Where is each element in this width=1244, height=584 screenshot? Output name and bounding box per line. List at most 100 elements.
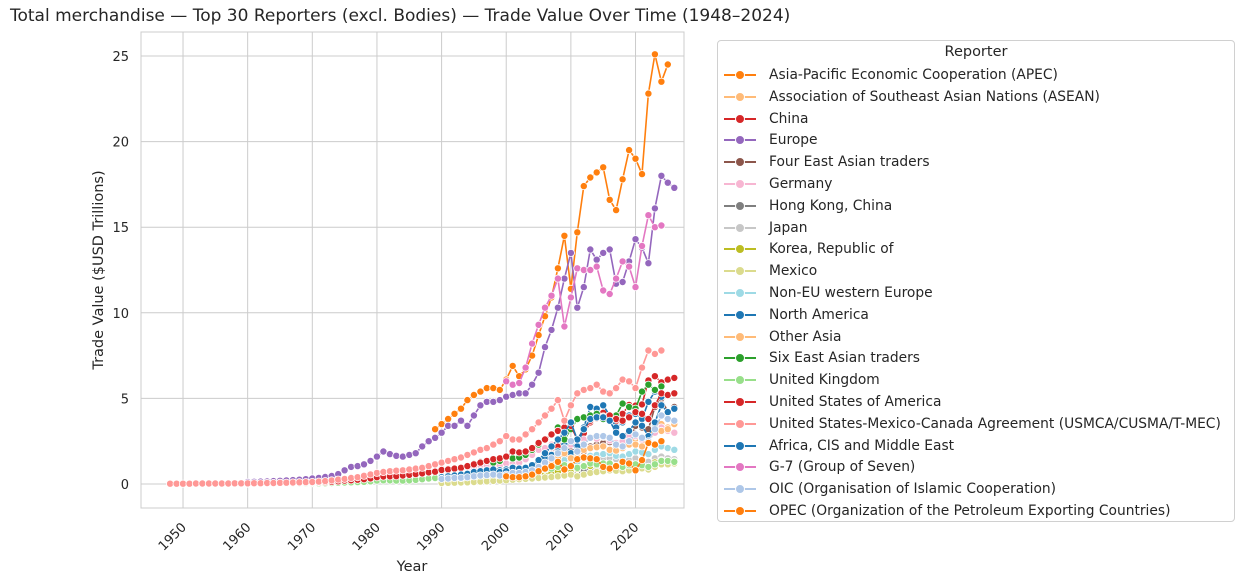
data-point xyxy=(489,440,498,449)
data-point xyxy=(625,377,634,386)
data-point xyxy=(644,211,653,220)
data-point xyxy=(560,416,569,425)
data-point xyxy=(657,411,666,420)
data-point xyxy=(489,397,498,406)
data-point xyxy=(586,245,595,254)
data-point xyxy=(631,283,640,292)
data-point xyxy=(605,245,614,254)
data-point xyxy=(541,473,550,482)
x-tick-label: 2010 xyxy=(544,520,578,554)
data-point xyxy=(560,428,569,437)
data-point xyxy=(372,452,381,461)
data-point xyxy=(605,389,614,398)
legend-item: North America xyxy=(718,305,869,325)
data-point xyxy=(625,262,634,271)
legend-item: Mexico xyxy=(718,261,817,281)
data-point xyxy=(638,387,647,396)
series-17 xyxy=(166,346,666,488)
data-point xyxy=(638,363,647,372)
data-point xyxy=(528,425,537,434)
data-point xyxy=(650,385,659,394)
data-point xyxy=(599,401,608,410)
data-point xyxy=(541,303,550,312)
data-point xyxy=(469,390,478,399)
legend-item: Six East Asian traders xyxy=(718,348,920,368)
data-point xyxy=(650,460,659,469)
data-point xyxy=(489,384,498,393)
data-point xyxy=(566,248,575,257)
legend-label: United States of America xyxy=(769,394,942,410)
data-point xyxy=(508,380,517,389)
data-point xyxy=(638,241,647,250)
data-point xyxy=(463,396,472,405)
data-point xyxy=(579,470,588,479)
data-point xyxy=(625,459,634,468)
data-point xyxy=(547,404,556,413)
data-point xyxy=(650,425,659,434)
legend-swatch xyxy=(724,222,756,234)
data-point xyxy=(663,375,672,384)
data-point xyxy=(670,373,679,382)
data-point xyxy=(437,474,446,483)
legend-item: Europe xyxy=(718,130,818,150)
data-point xyxy=(579,283,588,292)
data-point xyxy=(657,437,666,446)
data-point xyxy=(528,339,537,348)
data-point xyxy=(605,416,614,425)
data-point xyxy=(411,464,420,473)
data-point xyxy=(631,235,640,244)
data-point xyxy=(663,414,672,423)
data-point xyxy=(521,447,530,456)
data-point xyxy=(638,433,647,442)
data-point xyxy=(534,438,543,447)
data-point xyxy=(482,444,491,453)
data-point xyxy=(553,472,562,481)
data-point xyxy=(502,472,511,481)
data-point xyxy=(418,442,427,451)
data-point xyxy=(547,462,556,471)
legend-item: Africa, CIS and Middle East xyxy=(718,436,954,456)
data-point xyxy=(670,457,679,466)
series-21 xyxy=(502,437,666,482)
legend-label: Germany xyxy=(769,176,833,192)
data-point xyxy=(566,401,575,410)
legend-item: Japan xyxy=(718,218,807,238)
data-point xyxy=(579,425,588,434)
data-point xyxy=(644,438,653,447)
legend-item: OPEC (Organization of the Petroleum Expo… xyxy=(718,501,1170,521)
data-point xyxy=(392,466,401,475)
data-point xyxy=(495,437,504,446)
data-point xyxy=(502,392,511,401)
legend-swatch xyxy=(724,352,756,364)
data-point xyxy=(631,384,640,393)
data-point xyxy=(573,264,582,273)
data-point xyxy=(657,401,666,410)
data-point xyxy=(599,387,608,396)
x-tick-label: 1980 xyxy=(350,520,384,554)
data-point xyxy=(528,470,537,479)
x-tick-label: 1990 xyxy=(414,520,448,554)
legend-label: Asia-Pacific Economic Cooperation (APEC) xyxy=(769,67,1058,83)
legend-item: Association of Southeast Asian Nations (… xyxy=(718,87,1100,107)
data-point xyxy=(579,453,588,462)
data-point xyxy=(618,432,627,441)
legend: Reporter Asia-Pacific Economic Cooperati… xyxy=(717,40,1235,522)
data-point xyxy=(631,466,640,475)
data-point xyxy=(469,460,478,469)
legend-swatch xyxy=(724,505,756,517)
data-point xyxy=(476,401,485,410)
data-point xyxy=(657,382,666,391)
data-point xyxy=(534,320,543,329)
data-point xyxy=(579,413,588,422)
data-point xyxy=(599,248,608,257)
data-point xyxy=(431,460,440,469)
data-point xyxy=(650,223,659,232)
data-point xyxy=(650,440,659,449)
legend-label: United Kingdom xyxy=(769,372,880,389)
legend-label: OIC (Organisation of Islamic Cooperation… xyxy=(769,481,1057,498)
legend-label: OPEC (Organization of the Petroleum Expo… xyxy=(769,503,1171,519)
data-point xyxy=(618,409,627,418)
data-point xyxy=(663,444,672,453)
legend-swatch xyxy=(724,91,756,103)
data-point xyxy=(353,473,362,482)
